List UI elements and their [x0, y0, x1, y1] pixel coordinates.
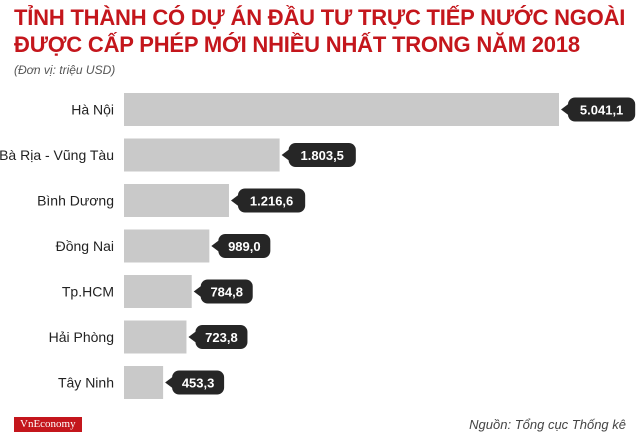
value-bubble: 784,8: [193, 279, 253, 304]
value-bubble: 723,8: [188, 325, 248, 349]
bubble-pointer: [561, 103, 569, 116]
category-label: Tây Ninh: [58, 375, 114, 391]
value-bubble: 1.216,6: [230, 188, 306, 213]
value-bubble: 1.803,5: [281, 143, 356, 167]
bubble-pointer: [165, 376, 174, 389]
value-label: 1.216,6: [250, 194, 293, 209]
value-bubble: 453,3: [165, 370, 225, 395]
bubble-pointer: [188, 331, 197, 343]
bubble-pointer: [281, 149, 290, 161]
category-label: Bà Rịa - Vũng Tàu: [0, 147, 114, 163]
category-label: Đồng Nai: [56, 238, 114, 254]
value-label: 784,8: [210, 285, 243, 300]
bubble-body: [200, 279, 253, 304]
bubble-body: [172, 370, 225, 395]
bubble-pointer: [230, 194, 239, 207]
bar: [124, 138, 280, 172]
bar: [124, 93, 559, 126]
bubble-body: [218, 234, 271, 258]
bar: [124, 320, 187, 354]
value-label: 723,8: [205, 330, 238, 345]
value-bubble: 5.041,1: [561, 97, 636, 122]
bar: [124, 184, 229, 217]
source-note: Nguồn: Tổng cục Thống kê: [469, 417, 626, 432]
category-label: Bình Dương: [37, 193, 114, 209]
bar: [124, 366, 164, 399]
bubble-body: [195, 325, 248, 349]
bar: [124, 275, 192, 308]
value-label: 5.041,1: [580, 103, 623, 118]
category-label: Hải Phòng: [49, 329, 114, 345]
bubble-pointer: [211, 240, 220, 252]
bubble-body: [237, 188, 306, 213]
brand-logo: VnEconomy: [14, 417, 82, 432]
chart-title: TỈNH THÀNH CÓ DỰ ÁN ĐẦU TƯ TRỰC TIẾP NƯỚ…: [14, 5, 626, 57]
value-label: 453,3: [182, 376, 215, 391]
bar: [124, 229, 210, 263]
value-label: 1.803,5: [301, 148, 344, 163]
bubble-body: [568, 97, 636, 122]
bubble-pointer: [193, 285, 202, 298]
unit-label: (Đơn vị: triệu USD): [14, 63, 116, 77]
bubble-body: [288, 143, 356, 167]
category-label: Hà Nội: [71, 102, 114, 118]
category-label: Tp.HCM: [62, 284, 114, 300]
value-bubble: 989,0: [211, 234, 271, 258]
value-label: 989,0: [228, 239, 261, 254]
